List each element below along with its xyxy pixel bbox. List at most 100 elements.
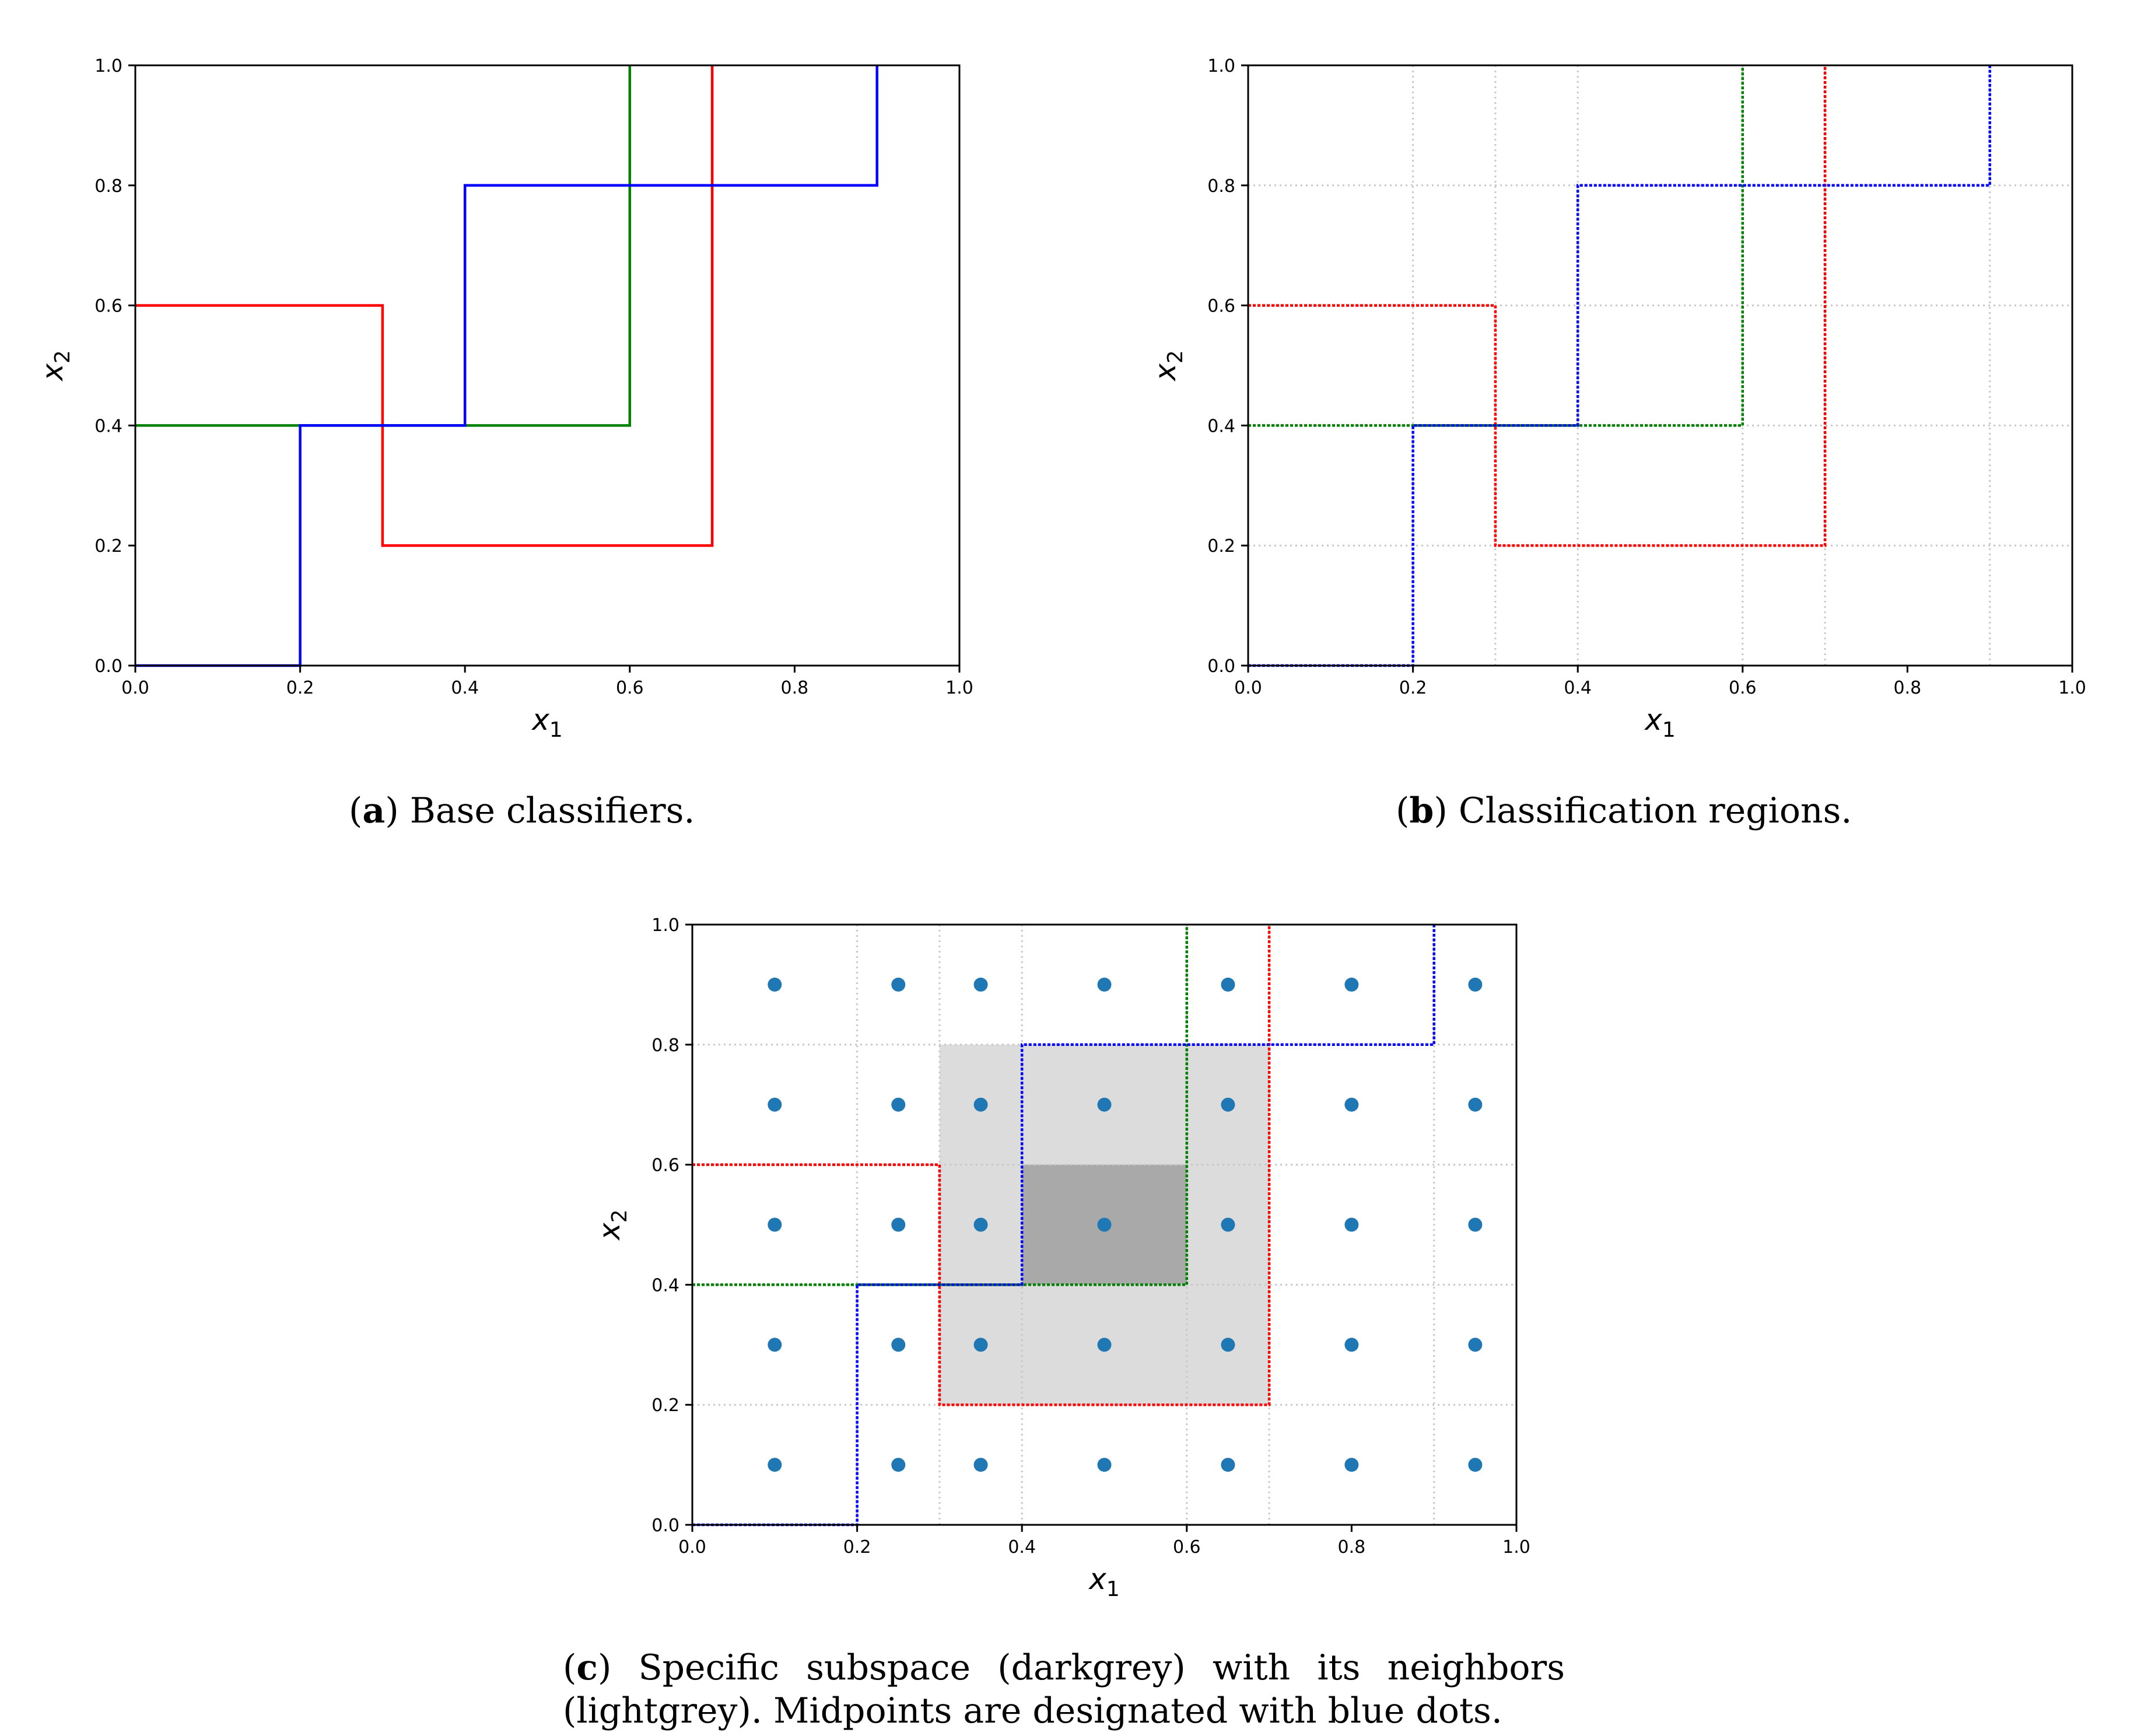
series-blue-line xyxy=(135,65,878,667)
caption-a-text: Base classifiers. xyxy=(409,790,695,831)
x-tick-label: 0.0 xyxy=(1234,678,1262,698)
midpoint-dot xyxy=(1221,1217,1235,1232)
y-tick-label: 1.0 xyxy=(1207,56,1235,76)
midpoint-dot xyxy=(1344,1097,1359,1112)
y-tick-label: 0.4 xyxy=(94,416,122,436)
series-red-line xyxy=(1248,65,1827,547)
midpoint-dot xyxy=(1221,1338,1235,1352)
midpoint-dot xyxy=(768,1458,782,1472)
x-tick-label: 0.6 xyxy=(1173,1537,1201,1558)
y-tick-label: 0.2 xyxy=(1207,536,1235,556)
midpoint-dot xyxy=(1097,1458,1112,1472)
y-axis-label-sub: 2 xyxy=(1164,350,1187,363)
series-green-line xyxy=(692,925,1189,1286)
caption-c: (c) Specific subspace (darkgrey) with it… xyxy=(563,1647,1565,1731)
x-tick-label: 0.8 xyxy=(1894,678,1922,698)
x-tick-label: 0.2 xyxy=(843,1537,871,1558)
caption-a: (a) Base classifiers. xyxy=(349,790,695,831)
plot-b: 0.0 0.2 0.4 0.6 0.8 1.0 0.0 0.2 0.4 0.6 0.8 1.0 x1 x2 xyxy=(1148,56,2086,742)
midpoint-dot xyxy=(1221,977,1235,992)
y-tick-label: 0.2 xyxy=(94,536,122,556)
y-axis-label: x2 xyxy=(593,1209,632,1241)
midpoint-dot xyxy=(1468,1458,1483,1472)
x-tick-label: 0.8 xyxy=(1338,1537,1366,1558)
x-axis-label: x1 xyxy=(531,703,563,742)
y-tick-label: 1.0 xyxy=(94,56,122,76)
x-axis-label-sub: 1 xyxy=(1662,718,1676,742)
midpoint-dot xyxy=(768,1097,782,1112)
midpoint-dot xyxy=(891,1217,906,1232)
midpoint-dot xyxy=(768,1217,782,1232)
midpoint-dot xyxy=(891,1458,906,1472)
midpoint-dot xyxy=(973,1097,988,1112)
x-tick-label: 0.0 xyxy=(678,1537,706,1558)
plot-c: 0.0 0.2 0.4 0.6 0.8 1.0 0.0 0.2 0.4 0.6 0.8 1.0 x1 x2 xyxy=(593,915,1530,1601)
y-tick-label: 0.8 xyxy=(94,176,122,197)
caption-b-text: Classification regions. xyxy=(1458,790,1852,831)
midpoint-dot xyxy=(1344,1338,1359,1352)
axes-frame xyxy=(1247,64,2073,667)
series-red-line xyxy=(135,65,714,547)
y-tick-label: 1.0 xyxy=(651,915,679,936)
y-tick-label: 0.0 xyxy=(94,656,122,677)
y-axis-label-sub: 2 xyxy=(51,350,75,363)
midpoint-dot xyxy=(1468,1097,1483,1112)
x-axis-label-sub: 1 xyxy=(1106,1577,1120,1601)
y-axis-label: x2 xyxy=(36,350,75,382)
x-axis-label: x1 xyxy=(1644,703,1676,742)
midpoint-dot xyxy=(1221,1097,1235,1112)
x-tick-label: 0.4 xyxy=(451,678,479,698)
caption-c-label: c xyxy=(576,1647,598,1688)
midpoint-dot xyxy=(973,1217,988,1232)
y-tick-label: 0.0 xyxy=(1207,656,1235,677)
x-tick-label: 0.8 xyxy=(781,678,809,698)
x-tick-label: 0.2 xyxy=(286,678,314,698)
y-axis-label-sub: 2 xyxy=(608,1209,632,1223)
x-tick-label: 0.0 xyxy=(121,678,149,698)
x-axis-label: x1 xyxy=(1088,1562,1120,1601)
axes-frame xyxy=(134,64,961,667)
midpoint-dot xyxy=(1344,977,1359,992)
y-tick-label: 0.4 xyxy=(1207,416,1235,436)
midpoint-dot xyxy=(973,1338,988,1352)
midpoint-dot xyxy=(768,1338,782,1352)
x-tick-label: 0.2 xyxy=(1399,678,1427,698)
x-tick-label: 0.4 xyxy=(1008,1537,1036,1558)
series-red-line xyxy=(692,925,1271,1406)
midpoint-dot xyxy=(973,977,988,992)
y-tick-label: 0.6 xyxy=(1207,296,1235,317)
midpoint-dot xyxy=(1097,1217,1112,1232)
y-tick-label: 0.8 xyxy=(1207,176,1235,197)
x-tick-label: 1.0 xyxy=(2058,678,2086,698)
caption-b: (b) Classification regions. xyxy=(1396,790,1852,831)
midpoint-dot xyxy=(1468,1217,1483,1232)
axes-frame xyxy=(691,923,1518,1526)
x-tick-label: 1.0 xyxy=(945,678,973,698)
midpoint-dot xyxy=(891,1338,906,1352)
series-green-line xyxy=(1248,65,1744,427)
y-tick-label: 0.8 xyxy=(651,1035,679,1056)
midpoint-dot xyxy=(1344,1458,1359,1472)
x-tick-label: 1.0 xyxy=(1502,1537,1530,1558)
midpoint-dot xyxy=(768,977,782,992)
midpoint-dot xyxy=(1097,1097,1112,1112)
y-tick-label: 0.6 xyxy=(94,296,122,317)
x-axis-label-sub: 1 xyxy=(549,718,563,742)
midpoint-dot xyxy=(1097,977,1112,992)
midpoint-dot xyxy=(973,1458,988,1472)
plot-a: 0.0 0.2 0.4 0.6 0.8 1.0 0.0 0.2 0.4 0.6 0.8 1.0 x1 x2 xyxy=(36,56,973,742)
y-tick-label: 0.2 xyxy=(651,1395,679,1416)
caption-a-label: a xyxy=(362,790,386,831)
caption-b-label: b xyxy=(1409,790,1434,831)
midpoint-dot xyxy=(891,977,906,992)
midpoint-dot xyxy=(1468,977,1483,992)
x-tick-label: 0.4 xyxy=(1564,678,1592,698)
y-axis-label: x2 xyxy=(1148,350,1187,382)
midpoint-dot xyxy=(1221,1458,1235,1472)
y-tick-label: 0.4 xyxy=(651,1275,679,1296)
midpoint-dot xyxy=(1097,1338,1112,1352)
y-tick-label: 0.6 xyxy=(651,1156,679,1176)
y-tick-label: 0.0 xyxy=(651,1516,679,1536)
midpoint-dot xyxy=(1344,1217,1359,1232)
